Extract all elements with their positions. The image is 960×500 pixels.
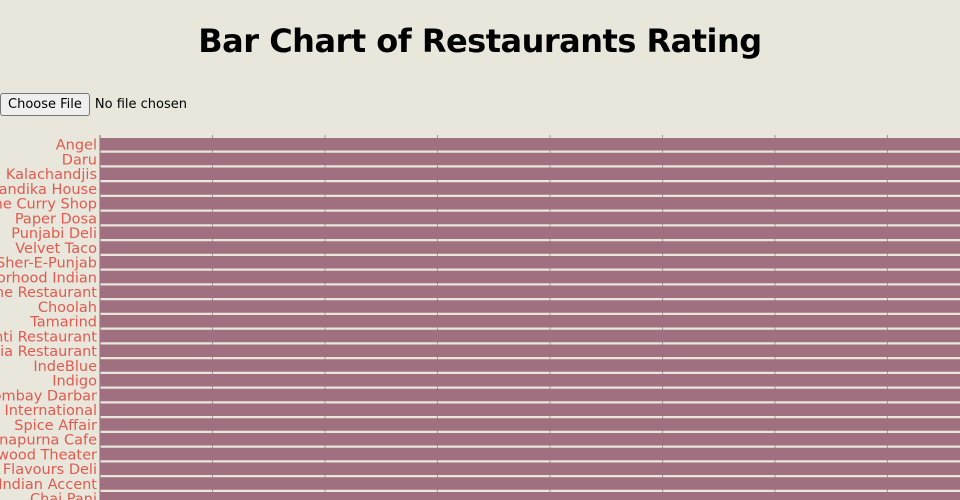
category-label: IndeBlue xyxy=(33,359,97,375)
category-label: Punjabi Deli xyxy=(11,226,97,242)
category-label: Daru xyxy=(62,152,97,168)
category-label: Spice Affair xyxy=(14,418,97,434)
bar xyxy=(100,433,960,446)
bar xyxy=(100,241,960,254)
bar xyxy=(100,226,960,239)
bar xyxy=(100,256,960,269)
bar xyxy=(100,492,960,500)
category-label: Tamarind xyxy=(29,315,97,331)
bar xyxy=(100,211,960,225)
category-label: Kalachandjis xyxy=(6,167,97,183)
bar xyxy=(100,329,960,343)
bar xyxy=(100,359,960,372)
category-label: Shanti Restaurant xyxy=(0,329,97,345)
category-label: India Restaurant xyxy=(0,344,97,360)
category-label: Neighborhood Indian xyxy=(0,270,97,286)
bar xyxy=(100,300,960,313)
category-label: Paper Dosa xyxy=(15,211,97,227)
category-label: The Curry Shop xyxy=(0,197,97,213)
bar xyxy=(100,344,960,357)
bar xyxy=(100,315,960,328)
category-labels: AngelDaruKalachandjisBandika HouseThe Cu… xyxy=(0,138,97,500)
category-label: India International xyxy=(0,403,97,419)
bar xyxy=(100,403,960,416)
bar xyxy=(100,270,960,284)
category-label: Indigo xyxy=(52,374,97,390)
bar xyxy=(100,388,960,402)
bar xyxy=(100,447,960,461)
bar xyxy=(100,285,960,298)
bar-chart: AngelDaruKalachandjisBandika HouseThe Cu… xyxy=(0,135,960,500)
bar xyxy=(100,182,960,195)
bar xyxy=(100,418,960,431)
category-label: Annapurna Cafe xyxy=(0,433,97,449)
category-label: Chai Pani xyxy=(30,492,97,500)
category-label: Sher-E-Punjab xyxy=(0,256,97,272)
category-label: Velvet Taco xyxy=(15,241,97,257)
bars xyxy=(100,138,960,500)
bar xyxy=(100,462,960,475)
bar xyxy=(100,197,960,210)
category-label: Choolah xyxy=(38,300,97,316)
file-status-text: No file chosen xyxy=(94,96,187,112)
bar xyxy=(100,138,960,151)
bar xyxy=(100,167,960,180)
bar xyxy=(100,152,960,166)
category-label: Flavours Deli xyxy=(3,462,97,478)
category-label: Bollywood Theater xyxy=(0,447,97,463)
category-label: Angel xyxy=(56,138,97,154)
page-title: Bar Chart of Restaurants Rating xyxy=(198,22,762,60)
category-label: Bandika House xyxy=(0,182,97,198)
category-label: Indian Accent xyxy=(0,477,97,493)
file-input[interactable]: Choose File No file chosen xyxy=(0,92,187,116)
category-label: The Restaurant xyxy=(0,285,97,301)
bar xyxy=(100,477,960,490)
category-label: Bombay Darbar xyxy=(0,388,97,404)
bar xyxy=(100,374,960,387)
choose-file-button[interactable]: Choose File xyxy=(0,92,90,116)
